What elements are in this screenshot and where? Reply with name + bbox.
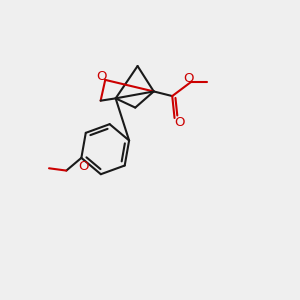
Text: O: O — [78, 160, 88, 173]
Text: O: O — [183, 71, 194, 85]
Text: O: O — [97, 70, 107, 83]
Text: O: O — [174, 116, 184, 129]
